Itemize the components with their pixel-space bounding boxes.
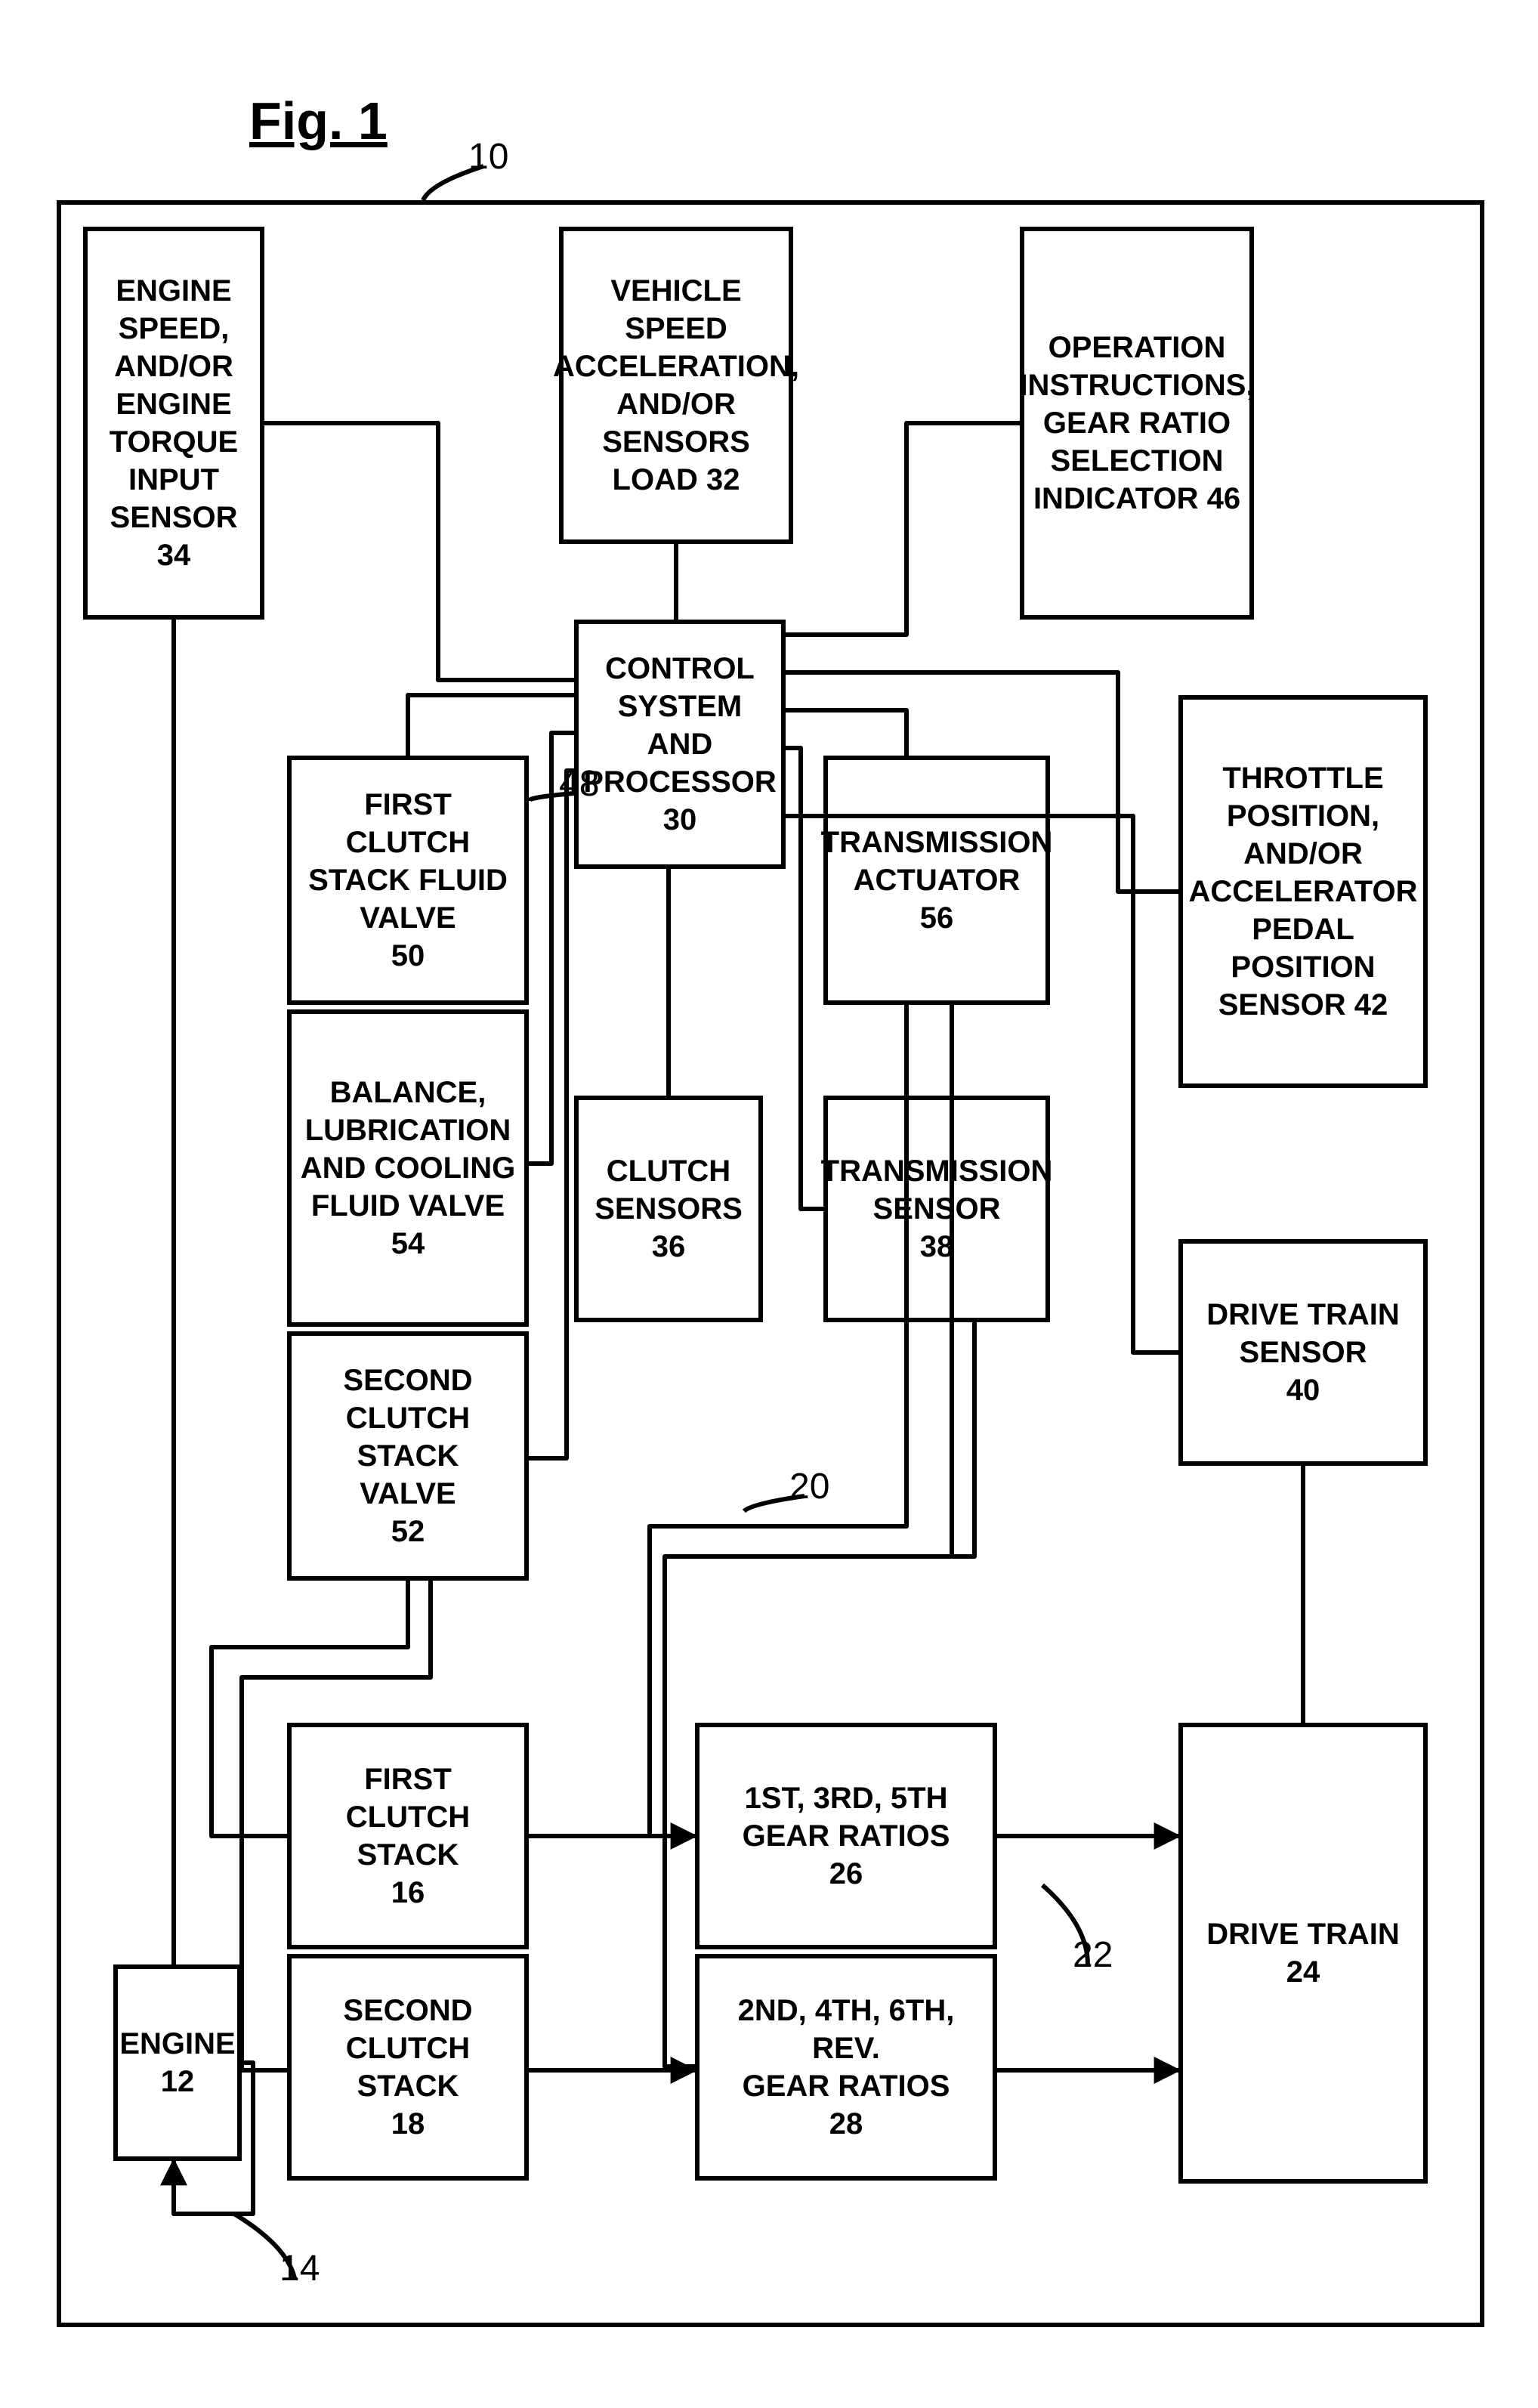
page: Fig. 1 ENGINE SPEED,AND/ORENGINE TORQUEI… [0,0,1538,2408]
box-line: 12 [161,2063,195,2100]
box-line: 34 [157,536,191,574]
box-line: CONTROL [605,650,755,688]
box-line: 56 [920,899,954,937]
ref-20: 20 [789,1466,829,1507]
box-line: TRANSMISSION [821,1152,1053,1190]
box-line: 24 [1286,1953,1320,1991]
box-second-clutch-valve: SECONDCLUTCH STACKVALVE52 [287,1331,529,1581]
box-line: LUBRICATION [305,1111,511,1149]
box-first-clutch-stack: FIRST CLUTCHSTACK16 [287,1723,529,1949]
box-line: SECOND [343,1362,472,1399]
box-op-instructions: OPERATIONINSTRUCTIONS,GEAR RATIOSELECTIO… [1020,227,1254,620]
box-clutch-sensors: CLUTCHSENSORS36 [574,1096,763,1322]
box-line: 38 [920,1228,954,1266]
figure-title: Fig. 1 [249,91,388,151]
box-line: 26 [829,1855,863,1893]
box-line: PEDAL POSITION [1191,910,1416,986]
box-line: PROCESSOR [583,763,777,801]
box-trans-actuator: TRANSMISSIONACTUATOR56 [823,756,1050,1005]
box-line: CLUTCH STACK [299,2029,517,2105]
box-line: 2ND, 4TH, 6TH, REV. [707,1992,985,2067]
box-line: CLUTCH STACK [299,1399,517,1475]
box-line: 52 [391,1513,425,1550]
box-line: INDICATOR 46 [1033,480,1240,518]
box-throttle-sensor: THROTTLE POSITION,AND/ORACCELERATORPEDAL… [1178,695,1428,1088]
box-drive-train-sensor: DRIVE TRAINSENSOR40 [1178,1239,1428,1466]
box-engine-sensor: ENGINE SPEED,AND/ORENGINE TORQUEINPUT SE… [83,227,264,620]
box-vehicle-sensor: VEHICLE SPEEDACCELERATION,AND/OR SENSORS… [559,227,793,544]
box-line: SENSOR [873,1190,1001,1228]
box-line: VALVE [360,899,456,937]
box-line: AND/OR [114,348,233,385]
box-line: FIRST CLUTCH [299,786,517,861]
box-line: STACK FLUID [308,861,508,899]
box-line: 40 [1286,1371,1320,1409]
box-line: 16 [391,1874,425,1912]
box-line: SENSOR [1240,1334,1367,1371]
box-drive-train: DRIVE TRAIN24 [1178,1723,1428,2184]
box-line: BALANCE, [330,1074,486,1111]
box-line: VEHICLE SPEED [571,272,781,348]
box-gear-ratios-even: 2ND, 4TH, 6TH, REV.GEAR RATIOS28 [695,1954,997,2181]
box-line: VALVE [360,1475,456,1513]
box-line: ACTUATOR [854,861,1021,899]
box-line: OPERATION [1048,329,1226,366]
box-line: 50 [391,937,425,975]
box-line: THROTTLE POSITION, [1191,759,1416,835]
box-line: AND/OR [1243,835,1363,873]
box-line: SENSOR 42 [1218,986,1388,1024]
box-line: DRIVE TRAIN [1206,1915,1400,1953]
box-line: ACCELERATION, [553,348,799,385]
box-line: LOAD 32 [613,461,740,499]
box-line: AND COOLING [301,1149,515,1187]
box-line: FIRST CLUTCH [299,1760,517,1836]
box-line: TRANSMISSION [821,824,1053,861]
box-line: AND/OR SENSORS [571,385,781,461]
box-gear-ratios-odd: 1ST, 3RD, 5THGEAR RATIOS26 [695,1723,997,1949]
box-balance-lube-valve: BALANCE,LUBRICATIONAND COOLINGFLUID VALV… [287,1009,529,1327]
box-first-clutch-valve: FIRST CLUTCHSTACK FLUIDVALVE50 [287,756,529,1005]
box-line: STACK [357,1836,459,1874]
box-line: 30 [663,801,697,839]
box-line: SYSTEM AND [586,688,774,763]
box-line: 28 [829,2105,863,2143]
box-line: ENGINE SPEED, [95,272,252,348]
box-line: ENGINE [119,2025,235,2063]
box-line: INSTRUCTIONS, [1019,366,1254,404]
box-line: FLUID VALVE 54 [299,1187,517,1263]
ref-22: 22 [1073,1934,1113,1976]
box-line: SENSORS [595,1190,743,1228]
box-line: GEAR RATIOS [743,1817,950,1855]
box-line: CLUTCH [607,1152,730,1190]
box-line: 1ST, 3RD, 5TH [745,1779,948,1817]
box-trans-sensor: TRANSMISSIONSENSOR38 [823,1096,1050,1322]
box-line: GEAR RATIOS [743,2067,950,2105]
box-line: ACCELERATOR [1189,873,1418,910]
box-line: 36 [652,1228,686,1266]
box-control-processor: CONTROLSYSTEM ANDPROCESSOR30 [574,620,786,869]
box-second-clutch-stack: SECONDCLUTCH STACK18 [287,1954,529,2181]
box-line: ENGINE TORQUE [95,385,252,461]
ref-14: 14 [279,2248,320,2289]
box-line: SELECTION [1051,442,1224,480]
box-line: DRIVE TRAIN [1206,1296,1400,1334]
box-line: GEAR RATIO [1043,404,1231,442]
ref-10: 10 [468,136,508,178]
box-line: INPUT SENSOR [95,461,252,536]
ref-48: 48 [559,763,599,805]
box-line: SECOND [343,1992,472,2029]
box-engine: ENGINE12 [113,1964,242,2161]
box-line: 18 [391,2105,425,2143]
